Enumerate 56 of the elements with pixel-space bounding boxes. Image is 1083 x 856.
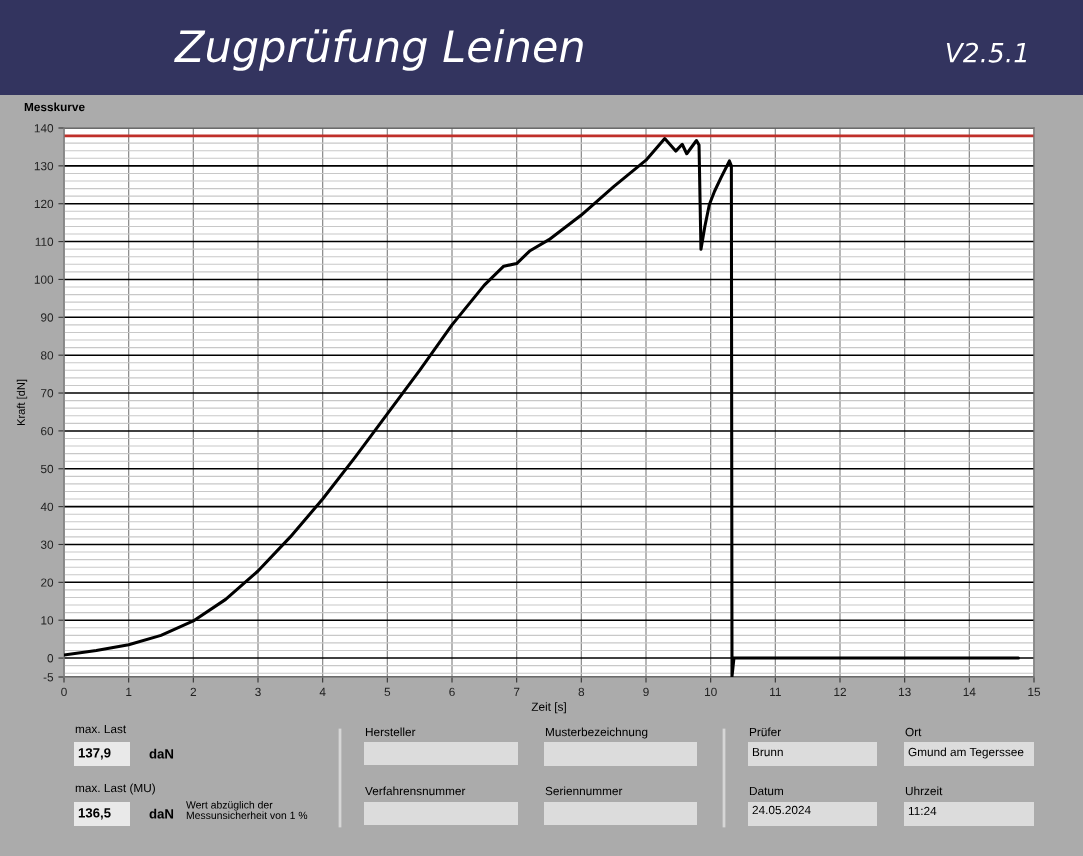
y-tick-label: 10 <box>41 616 54 625</box>
x-tick-label: 1 <box>126 687 132 696</box>
text: Seriennummer <box>545 786 623 796</box>
text: 24.05.2024 <box>752 805 811 815</box>
text: max. Last (MU) <box>75 783 155 795</box>
x-tick-label: 12 <box>834 687 846 696</box>
y-tick-label: 80 <box>40 351 54 360</box>
chart-subtitle: Messkurve <box>24 102 85 112</box>
text: Wert abzüglich der Messunsicherheit von 1 % <box>186 800 308 820</box>
x-tick-label: 5 <box>384 687 391 697</box>
y-tick-label: 110 <box>35 237 54 246</box>
text: daN <box>149 808 174 819</box>
x-tick-label: 15 <box>1028 687 1041 697</box>
text: Hersteller <box>365 727 416 737</box>
text: Datum <box>749 786 783 796</box>
text: Ort <box>905 727 922 737</box>
x-tick-label: 7 <box>513 687 520 696</box>
y-tick-label: 70 <box>41 389 54 398</box>
y-tick-label: 40 <box>40 502 54 512</box>
x-tick-label: 14 <box>963 687 976 696</box>
y-tick-label: 120 <box>34 199 54 209</box>
y-tick-label: 60 <box>41 426 54 436</box>
text: Prüfer <box>749 727 781 737</box>
text: 137,9 <box>78 748 111 760</box>
text: daN <box>149 748 174 759</box>
x-tick-label: 11 <box>770 687 781 696</box>
y-tick-label: 30 <box>40 540 54 549</box>
y-tick-label: 100 <box>34 275 54 284</box>
x-tick-label: 8 <box>578 687 585 697</box>
text: Uhrzeit <box>905 786 943 796</box>
text: Verfahrensnummer <box>365 786 466 796</box>
x-tick-label: 9 <box>643 687 649 697</box>
text: max. Last <box>75 724 127 734</box>
y-axis-title: Kraft [dN] <box>16 379 28 426</box>
y-tick-label: 90 <box>41 313 54 322</box>
y-tick-label: 0 <box>47 654 54 663</box>
text: 136,5 <box>78 808 111 820</box>
text: Musterbezeichnung <box>545 727 648 739</box>
y-tick-label: 20 <box>41 578 54 587</box>
text: V2.5.1 <box>946 42 1027 63</box>
chart-title: Zugprüfung Leinen <box>174 29 583 71</box>
y-tick-label: -5 <box>43 673 54 682</box>
x-tick-label: 2 <box>190 687 197 696</box>
text: Gmund am Tegerssee <box>908 747 1024 759</box>
x-tick-label: 4 <box>319 687 326 696</box>
text: Brunn <box>752 747 783 757</box>
text: 11:24 <box>908 806 937 816</box>
x-tick-label: 0 <box>61 687 67 697</box>
x-tick-label: 6 <box>449 687 455 697</box>
x-tick-label: 13 <box>899 687 911 697</box>
y-tick-label: 140 <box>34 124 54 133</box>
y-tick-label: 130 <box>34 161 54 171</box>
y-tick-label: 50 <box>40 464 54 474</box>
x-tick-label: 3 <box>255 687 261 697</box>
x-axis-title: Zeit [s] <box>531 702 566 714</box>
x-tick-label: 10 <box>705 687 717 697</box>
